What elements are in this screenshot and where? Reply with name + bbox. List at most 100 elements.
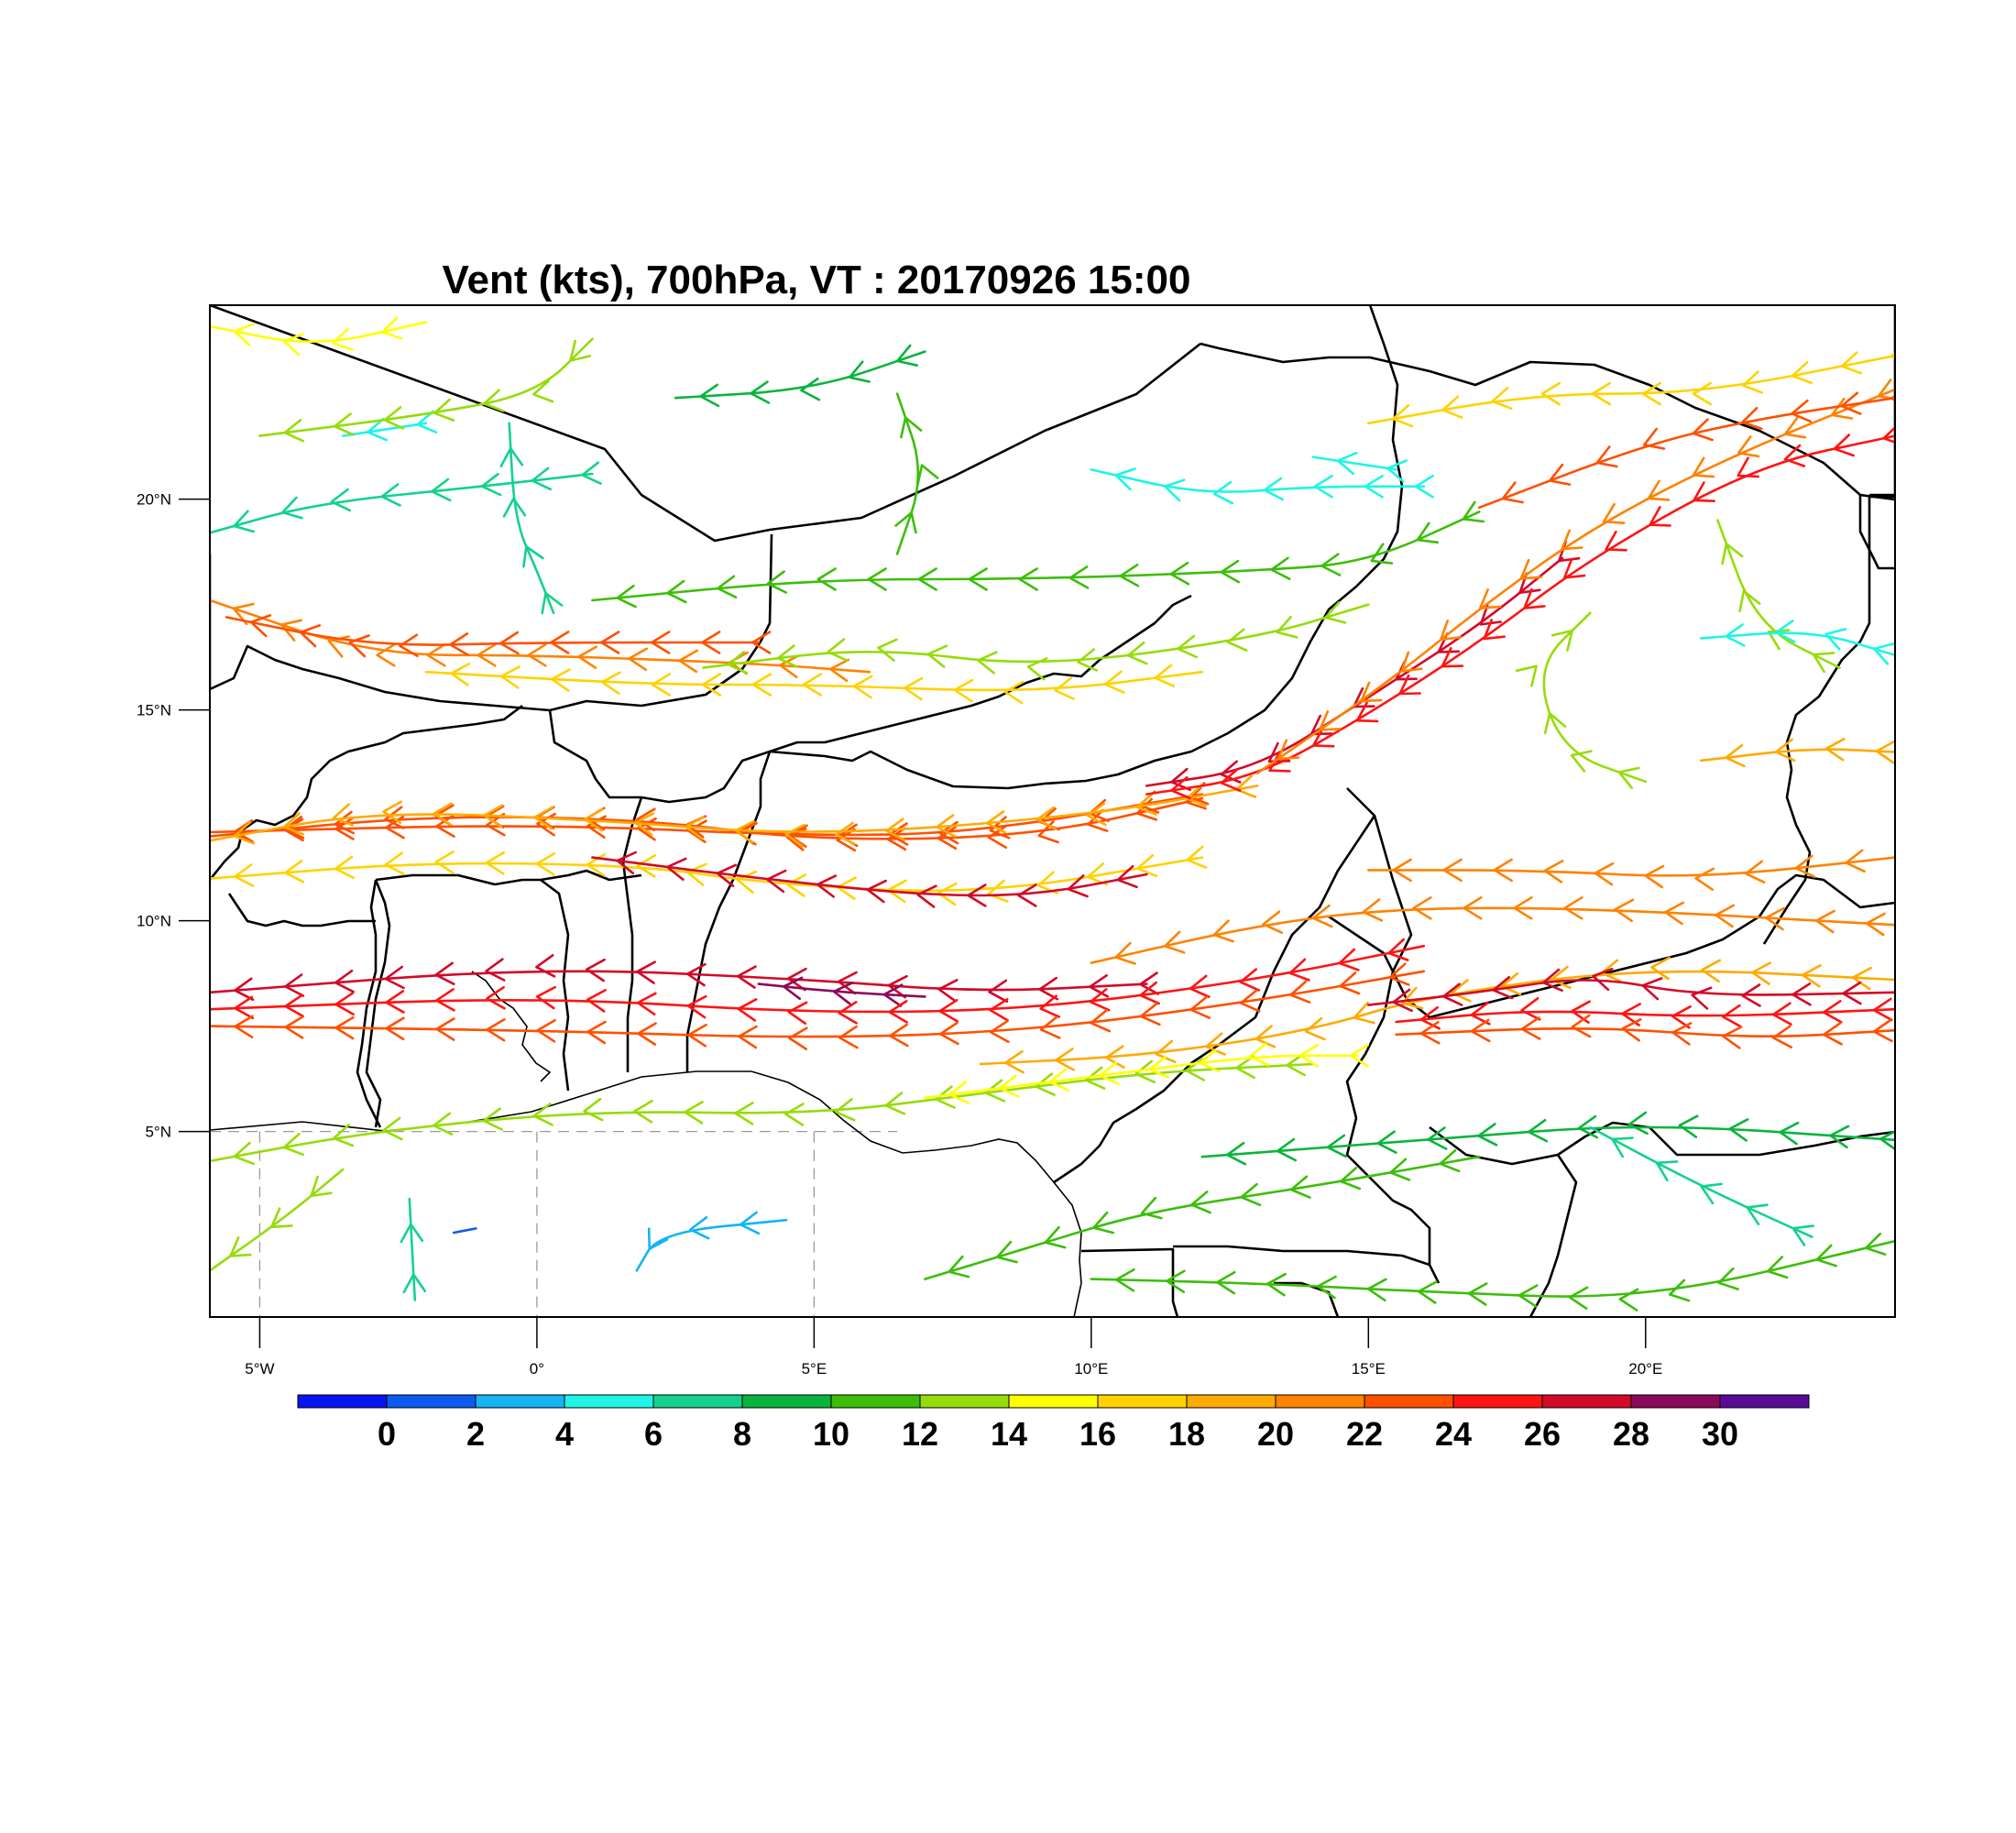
streamline-arrow [832,982,854,1005]
streamline-arrow [1288,958,1310,982]
plot-frame [209,304,1896,1318]
streamline-arrow [1463,896,1483,920]
streamline-arrow [1741,370,1763,394]
streamline-arrow [1520,1016,1541,1040]
streamline-arrow [600,671,621,695]
streamline-arrow [334,855,355,880]
country-borders [210,305,1895,1317]
streamline [210,793,1204,837]
streamline [1311,456,1397,471]
streamline-arrow [1577,1114,1598,1139]
lat-tick-label: 20°N [137,491,171,509]
streamline-arrow [1205,1032,1226,1056]
streamline-arrow [1513,896,1533,920]
streamline-arrow [1017,884,1037,907]
streamline-arrow [900,416,923,439]
streamline-arrow [800,377,821,401]
streamline-arrow [1647,479,1671,501]
streamline-arrow [1470,1018,1491,1043]
streamline-arrow [1189,995,1211,1019]
streamline-arrow [1226,1141,1247,1166]
streamline-arrow [887,974,908,999]
streamline-arrow [284,860,305,884]
streamline-arrow [485,851,505,875]
streamline-arrow [1851,966,1872,991]
streamline-arrow [550,631,570,654]
colorbar-label: 4 [555,1415,574,1453]
streamline-arrow [1865,912,1886,937]
streamline-arrow [1362,898,1384,922]
streamline-arrow [1611,1136,1634,1158]
streamline-arrow [1139,981,1160,1005]
streamline [452,1227,477,1235]
streamline-arrow [1048,1068,1070,1092]
streamline-arrow [1116,864,1138,889]
streamline-arrow [1594,862,1615,886]
streamline-arrow [249,614,272,638]
streamline-arrow [1148,1055,1170,1079]
streamline-arrow [1765,906,1785,931]
streamline-arrow [1240,1182,1262,1207]
streamline-arrow [1774,738,1796,763]
streamline-arrow [583,1097,604,1122]
streamline-arrow [651,673,672,697]
streamline-arrow [1783,444,1806,467]
streamline-arrow [1164,478,1186,502]
streamline-arrow [787,1001,808,1025]
streamline-arrow [1311,726,1335,748]
streamline-arrow [1766,1256,1789,1279]
streamline-arrow [633,1100,653,1124]
streamline-arrow [1398,674,1421,696]
streamline-arrow [916,884,937,908]
streamline-arrow [229,1236,252,1257]
streamline-arrow [433,802,453,827]
streamline [1367,979,1895,1006]
streamline-arrow [1340,1167,1362,1191]
streamline-arrow [232,602,255,626]
streamline-arrow [449,632,469,656]
streamline-arrow [299,624,321,648]
border-drc [1528,1154,1578,1317]
streamline-arrow [1791,1224,1814,1246]
streamline-arrow [1389,1158,1411,1181]
streamline-arrow [1018,567,1038,591]
streamline-arrow [383,406,405,430]
streamline-arrow [1543,712,1567,735]
streamline-arrow [1728,1118,1749,1142]
streamline-arrow [1155,1039,1177,1063]
streamline-arrow [1467,1282,1488,1306]
streamline-arrow [1812,652,1835,674]
streamline-arrow [1872,1018,1893,1043]
streamline-arrow [1077,648,1098,672]
colorbar-segment [1630,1394,1721,1409]
streamline-arrow [1879,1130,1895,1151]
streamline-arrow [1842,981,1862,1005]
streamline-arrow [1440,620,1463,642]
streamline-arrow [1289,980,1311,1004]
lon-tick-label: 20°E [1628,1360,1662,1377]
border-ghana-north [375,869,642,886]
streamline-arrow [1741,407,1763,430]
streamline-arrow [884,1092,906,1115]
streamline-arrow [1326,1134,1347,1158]
streamline-arrow [988,979,1009,1004]
coastlines [210,971,1082,1317]
streamline-arrow [600,631,620,654]
streamline-arrow [828,658,850,683]
streamline-arrow [788,1026,808,1050]
streamline-arrow [367,418,388,442]
streamline-arrow [334,810,355,835]
streamline-arrow [581,461,602,485]
streamline-arrow [977,651,998,675]
streamline-arrow [334,992,355,1015]
streamline-arrow [385,1016,405,1041]
streamline-arrow [838,1025,859,1049]
streamline-arrow [1189,974,1211,998]
streamline-arrow [334,412,355,436]
streamline-arrow [279,619,302,642]
streamline-arrow [1833,434,1855,457]
streamline-arrow [399,633,419,658]
streamline-arrow [1038,976,1059,1001]
streamline-arrow [1649,506,1671,527]
streamline-arrow [634,812,655,836]
